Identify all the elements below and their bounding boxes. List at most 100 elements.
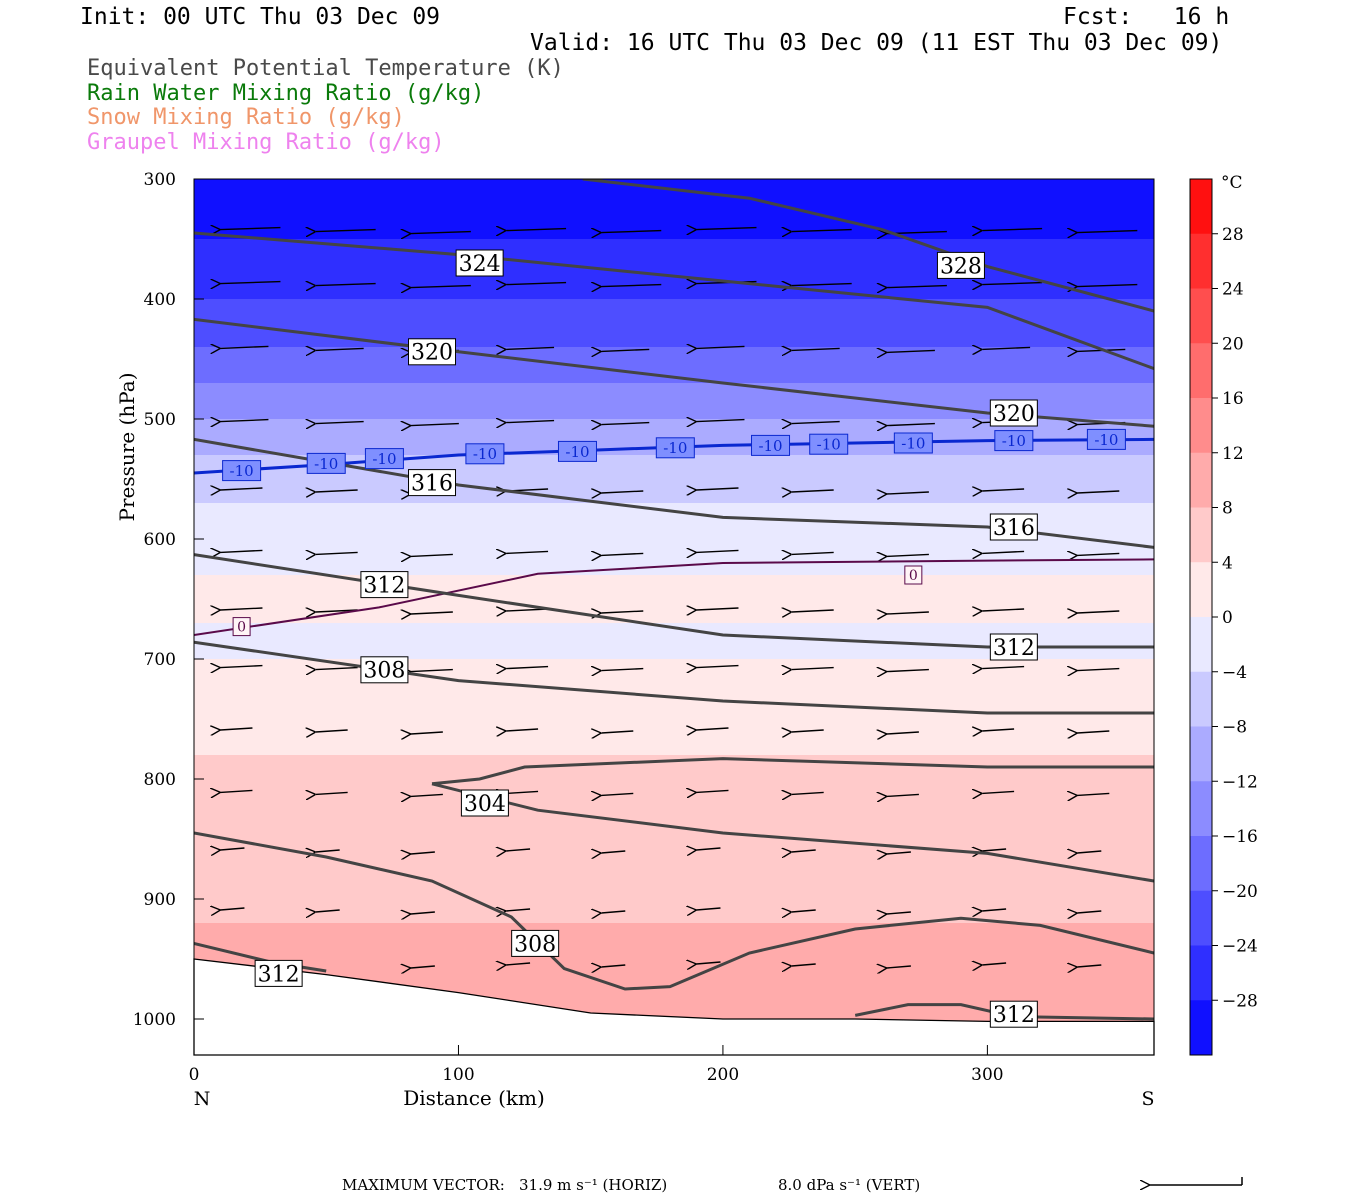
wind-vector (601, 491, 644, 493)
wind-vector (506, 229, 567, 231)
isotherm-minus10-label-text: -10 (663, 439, 687, 457)
wind-vector (982, 609, 1025, 611)
theta-e-label-text: 320 (993, 402, 1035, 427)
theta-e-label: 308 (511, 929, 560, 957)
colorbar: °C 28 24 20 16 12 8 4 0 −4 −8 −12 −16 −20 −24 −28 (1189, 173, 1258, 1056)
temperature-band (194, 911, 1154, 924)
wind-vector (1077, 231, 1138, 233)
colorbar-tick-label: 4 (1222, 553, 1233, 573)
wind-vector (601, 285, 662, 287)
wind-vector (220, 666, 263, 668)
theta-e-label-box (408, 469, 457, 497)
wind-vector (506, 421, 555, 423)
temperature-band (194, 383, 1154, 396)
temperature-band (194, 419, 1154, 432)
theta-e-contour-line (854, 1003, 1154, 1021)
y-tick-label: 400 (144, 290, 176, 310)
wind-vector (601, 423, 650, 425)
temperature-band (194, 899, 1154, 912)
legend-graupel: Graupel Mixing Ratio (g/kg) (87, 130, 445, 155)
isotherm-minus10-label-text: -10 (901, 434, 925, 452)
isotherm-zero-label: 0 (904, 565, 923, 585)
wind-vector (411, 794, 443, 796)
theta-e-label-text: 312 (993, 636, 1035, 661)
wind-vector (982, 229, 1043, 231)
theta-e-label: 312 (360, 571, 409, 599)
plot-frame (193, 178, 1155, 1056)
forecast-hour: Fcst: 16 h (1063, 4, 1230, 30)
wind-vector (506, 729, 539, 731)
wind-vector (220, 282, 281, 284)
isotherm-minus10-label-text: -10 (230, 462, 254, 480)
theta-e-label-text: 308 (514, 932, 556, 957)
isotherm-zero-label-text: 0 (237, 620, 246, 636)
colorbar-tick-label: 0 (1222, 608, 1233, 628)
isotherm-minus10-label-box (994, 430, 1034, 452)
theta-e-contour-line (194, 437, 1154, 549)
isotherm-minus10-label-text: -10 (314, 455, 338, 473)
colorbar-swatch (1190, 233, 1212, 289)
temperature-band (194, 359, 1154, 372)
max-vector-arrow (1150, 1177, 1243, 1185)
theta-e-label: 316 (408, 469, 457, 497)
theta-e-label-box (360, 571, 409, 599)
wind-vector (411, 554, 453, 556)
wind-vector (220, 908, 245, 910)
isotherm-minus10-label-box (465, 443, 505, 465)
theta-e-label-box (989, 633, 1038, 661)
theta-e-label-box (460, 789, 509, 817)
wind-vector (696, 962, 721, 964)
x-tick-label: 0 (189, 1065, 200, 1085)
temperature-band (194, 923, 1154, 936)
wind-vector (696, 666, 739, 668)
temperature-band (194, 623, 1154, 636)
wind-vector (316, 730, 348, 732)
wind-vector (601, 669, 644, 671)
temperature-band (194, 539, 1154, 552)
wind-vector (696, 790, 729, 792)
temperature-band (194, 299, 1154, 312)
wind-vector (506, 347, 555, 349)
colorbar-tick-label: 28 (1222, 225, 1244, 245)
colorbar-tick-label: −12 (1222, 772, 1258, 792)
temperature-band (194, 227, 1154, 240)
wind-vector (411, 612, 453, 614)
wind-vector (316, 610, 358, 612)
wind-vector (316, 284, 376, 286)
theta-e-label: 316 (989, 513, 1038, 541)
x-tick-label: 200 (707, 1065, 739, 1085)
temperature-band (194, 251, 1154, 264)
wind-vector (220, 608, 263, 610)
colorbar-tick-label: 24 (1222, 280, 1244, 300)
wind-vector (220, 728, 253, 730)
axes: 300 400 500 600 700 800 900 1000 0 100 200 300 N S Dis… (115, 170, 1155, 1110)
wind-vector (411, 232, 471, 234)
wind-vector (792, 964, 816, 966)
colorbar-swatch (1190, 562, 1212, 618)
wind-vector (696, 420, 745, 422)
colorbar-swatch (1190, 398, 1212, 454)
x-tick-label: 300 (971, 1065, 1003, 1085)
theta-e-label: 320 (408, 338, 457, 366)
max-vector-vert: 8.0 dPa s⁻¹ (VERT) (778, 1176, 921, 1194)
theta-e-label-text: 308 (363, 659, 405, 684)
wind-vector (601, 793, 634, 795)
x-axis-title: Distance (km) (403, 1086, 545, 1110)
temperature-band (194, 263, 1154, 276)
wind-vector (220, 346, 269, 348)
wind-vector (411, 424, 459, 426)
wind-vector (411, 966, 435, 968)
temperature-band (194, 179, 1154, 192)
colorbar-unit: °C (1221, 173, 1243, 193)
isotherm-minus10-label-box (893, 432, 933, 454)
isotherm-minus10-label-text: -10 (565, 443, 589, 461)
theta-e-label: 324 (455, 249, 504, 277)
theta-e-contour-line (194, 831, 1154, 991)
temperature-band (194, 407, 1154, 420)
wind-vector (696, 550, 739, 552)
theta-e-label-text: 324 (459, 252, 501, 277)
temperature-shading (194, 179, 1154, 1055)
temperature-band (194, 875, 1154, 888)
wind-vector (696, 346, 745, 348)
isotherm-zero-label: 0 (232, 617, 251, 637)
